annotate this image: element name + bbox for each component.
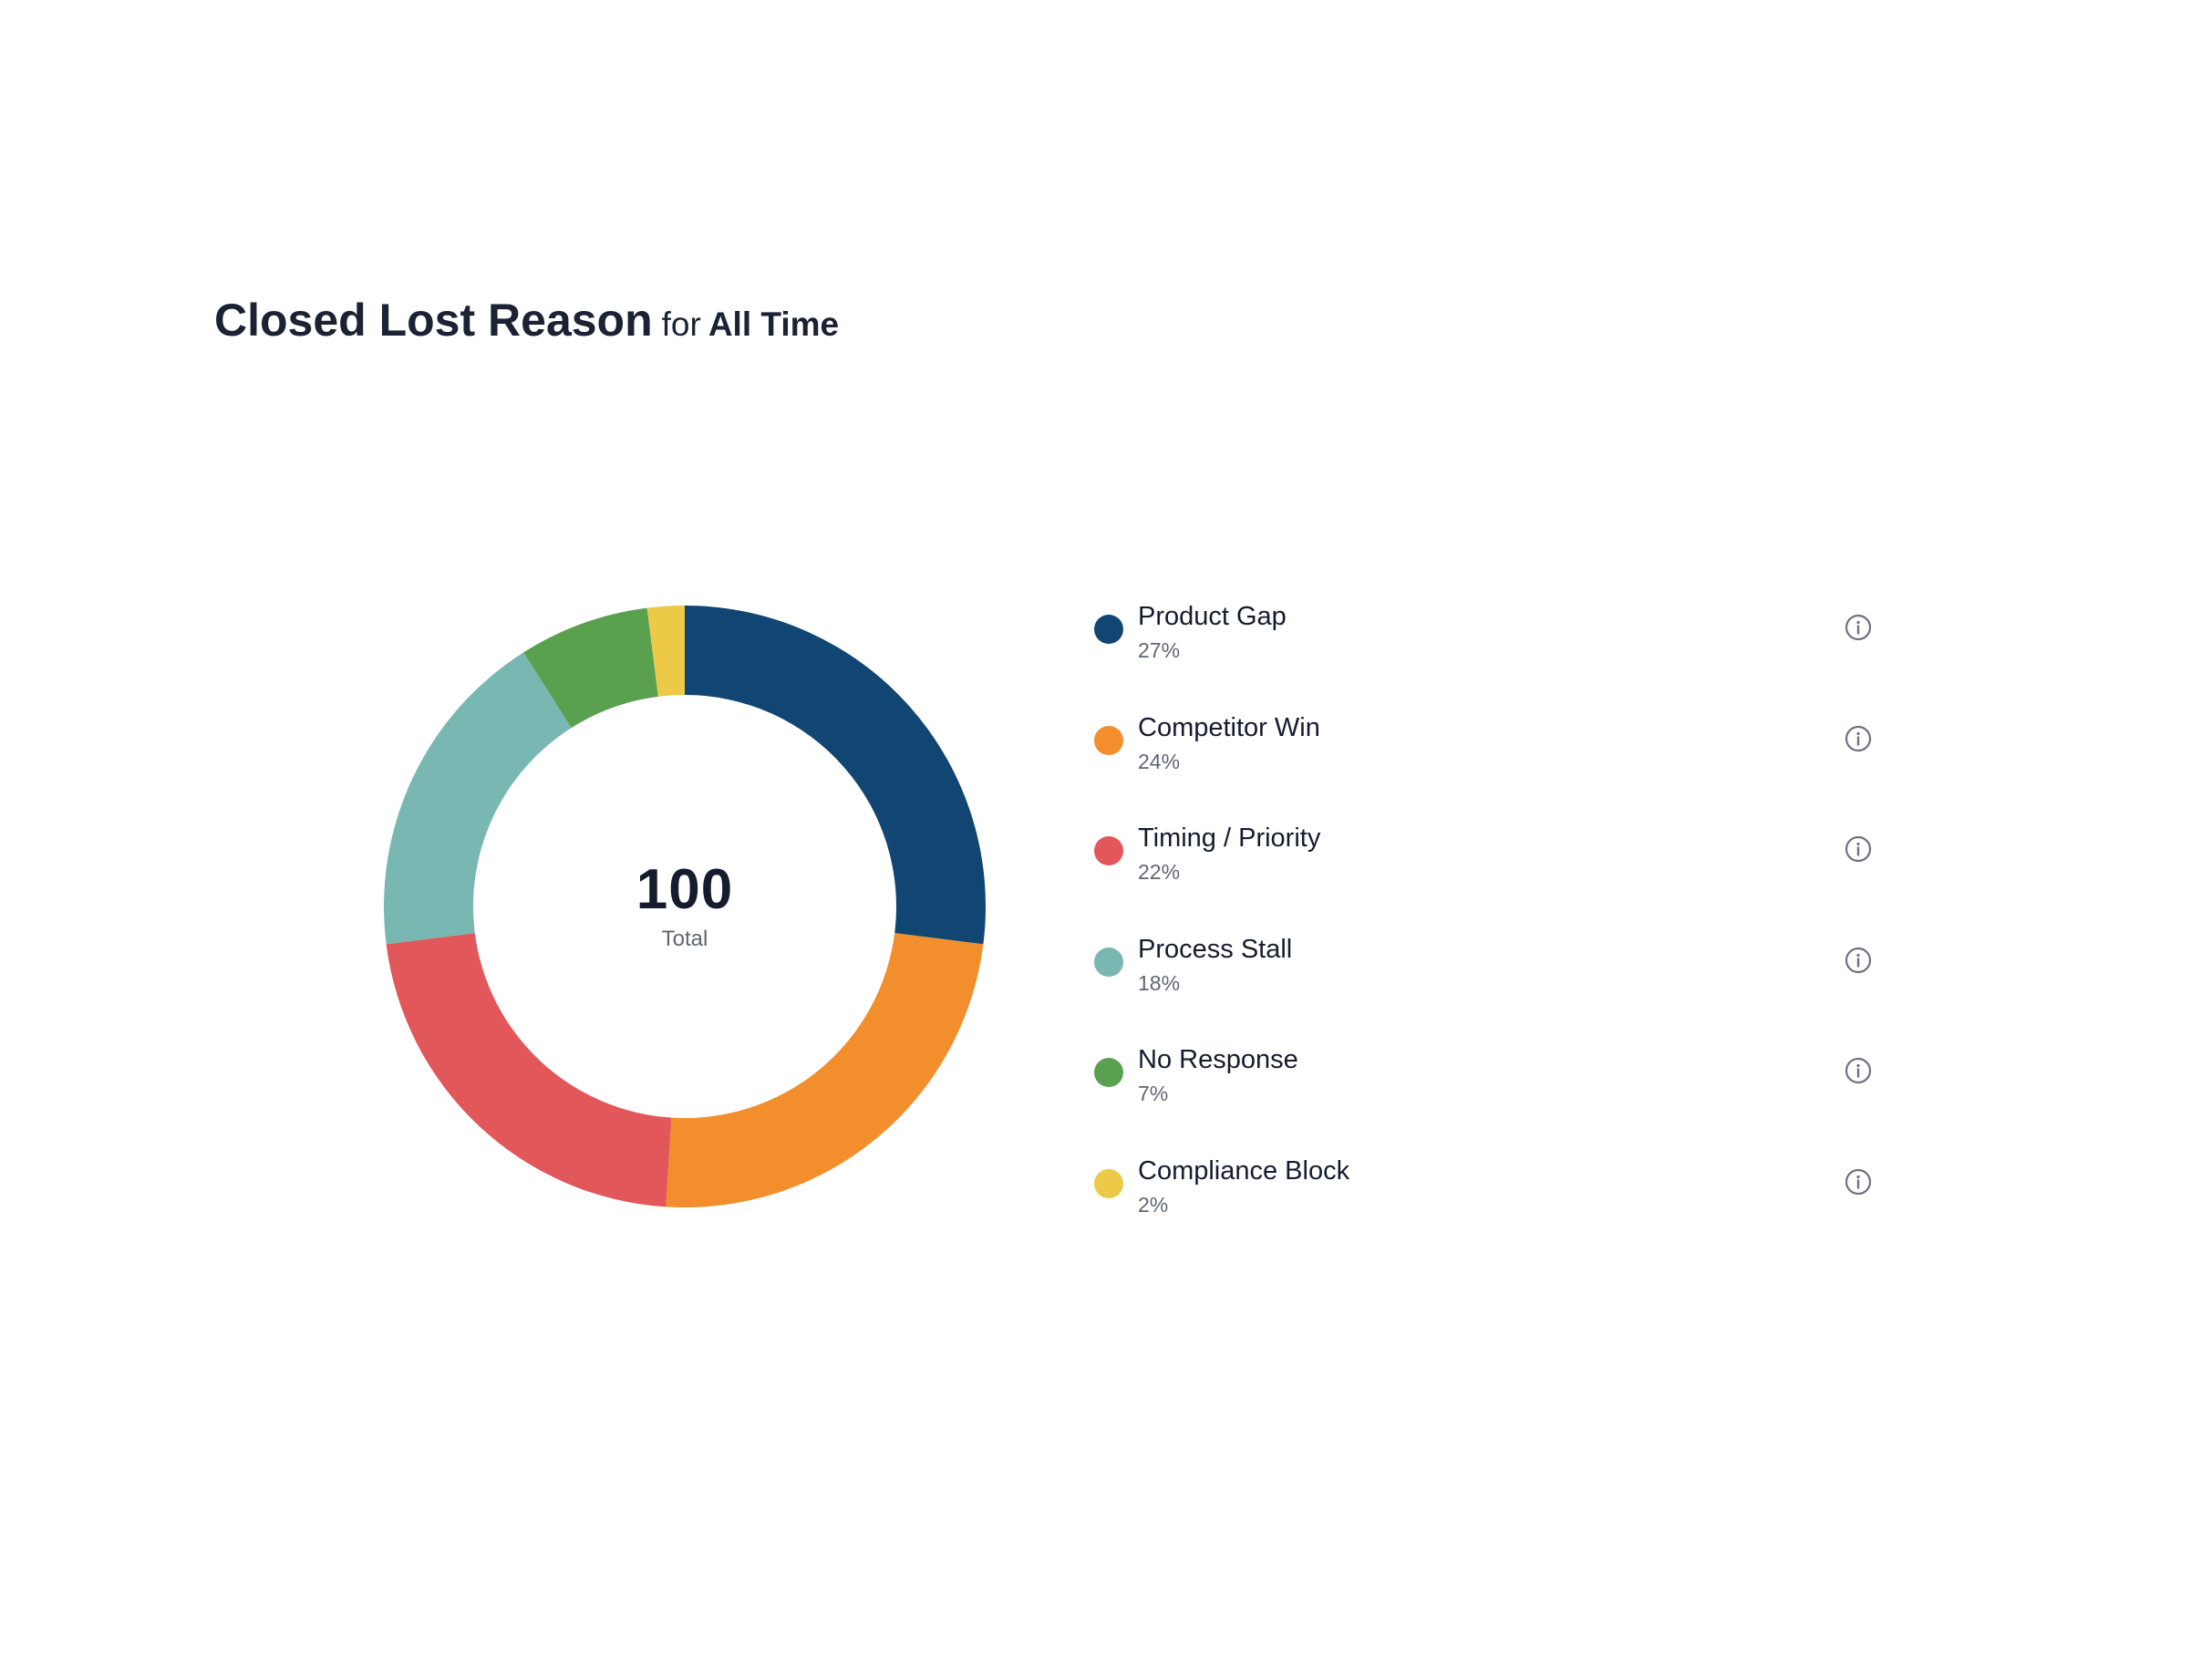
legend-item-process-stall[interactable]: Process Stall 18% [1094, 935, 1887, 1026]
legend-percent: 27% [1138, 638, 1181, 662]
donut-total-label: Total [661, 927, 708, 951]
legend-swatch [1094, 947, 1123, 977]
donut-slice-compliance-block[interactable] [646, 606, 685, 697]
legend-swatch [1094, 615, 1123, 644]
time-range-label: All Time [708, 306, 840, 343]
donut-slice-process-stall[interactable] [383, 652, 572, 945]
info-icon[interactable] [1844, 834, 1873, 864]
chart-title-main: Closed Lost Reason [214, 295, 653, 346]
legend-percent: 7% [1138, 1082, 1169, 1105]
legend-percent: 24% [1138, 749, 1181, 773]
legend-percent: 18% [1138, 970, 1181, 995]
legend-swatch [1094, 1058, 1123, 1087]
legend-swatch [1094, 725, 1123, 755]
legend-item-timing-priority[interactable]: Timing / Priority 22% [1094, 823, 1887, 915]
legend-swatch [1094, 1168, 1123, 1198]
info-icon[interactable] [1844, 1056, 1873, 1085]
legend-label: Process Stall [1138, 934, 1293, 964]
chart-title-for: for [661, 306, 701, 343]
donut-slice-timing-priority[interactable] [386, 933, 672, 1207]
legend-label: No Response [1138, 1045, 1298, 1074]
legend-label: Product Gap [1138, 602, 1287, 631]
info-icon[interactable] [1844, 724, 1873, 753]
legend-item-competitor-win[interactable]: Competitor Win 24% [1094, 713, 1887, 804]
legend-percent: 22% [1138, 860, 1181, 884]
legend-item-no-response[interactable]: No Response 7% [1094, 1045, 1887, 1136]
legend-item-compliance-block[interactable]: Compliance Block 2% [1094, 1156, 1887, 1248]
legend-label: Competitor Win [1138, 712, 1320, 742]
donut-slice-no-response[interactable] [523, 607, 658, 729]
legend-label: Compliance Block [1138, 1155, 1350, 1186]
donut-total-value: 100 [636, 858, 734, 921]
info-icon[interactable] [1844, 613, 1873, 642]
donut-slice-competitor-win[interactable] [666, 933, 984, 1208]
info-icon[interactable] [1844, 1167, 1873, 1196]
info-icon[interactable] [1844, 946, 1873, 975]
legend-percent: 2% [1138, 1192, 1169, 1217]
legend-label: Timing / Priority [1138, 823, 1321, 853]
legend-swatch [1094, 836, 1123, 865]
legend-item-product-gap[interactable]: Product Gap 27% [1094, 602, 1887, 693]
chart-title: Closed Lost Reason for All Time [214, 294, 839, 347]
